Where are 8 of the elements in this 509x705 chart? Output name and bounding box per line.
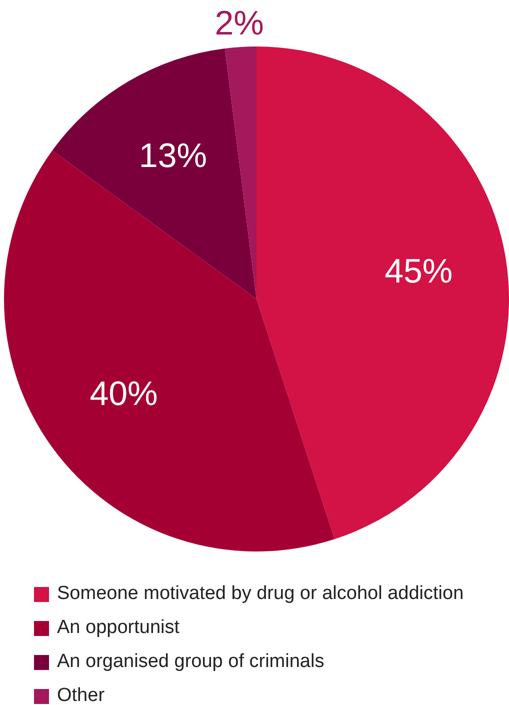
data-label: 40% — [90, 374, 158, 413]
legend-label: Other — [57, 685, 105, 705]
legend-label: Someone motivated by drug or alcohol addiction — [57, 583, 464, 605]
data-label: 13% — [138, 137, 207, 176]
data-label: 45% — [384, 252, 453, 291]
data-label: 2% — [214, 4, 264, 42]
legend-label: An organised group of criminals — [57, 651, 324, 673]
legend-label: An opportunist — [57, 617, 180, 639]
